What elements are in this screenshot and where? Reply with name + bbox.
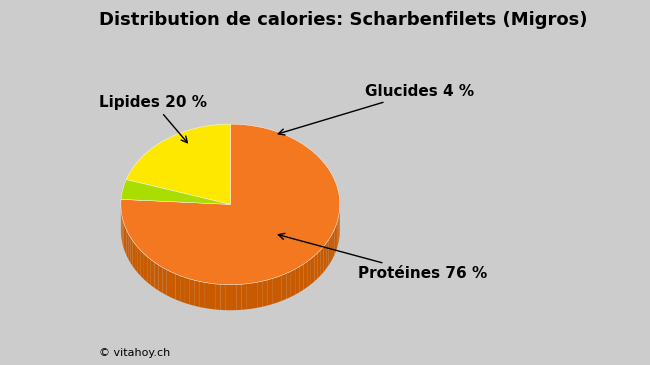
Polygon shape bbox=[151, 260, 155, 288]
Polygon shape bbox=[337, 218, 339, 247]
Polygon shape bbox=[324, 243, 326, 272]
Polygon shape bbox=[326, 240, 329, 269]
Text: Glucides 4 %: Glucides 4 % bbox=[278, 84, 474, 135]
Polygon shape bbox=[127, 230, 128, 259]
Polygon shape bbox=[159, 265, 162, 293]
Text: Protéines 76 %: Protéines 76 % bbox=[278, 233, 488, 281]
Polygon shape bbox=[133, 241, 135, 270]
Polygon shape bbox=[315, 253, 318, 281]
Polygon shape bbox=[171, 272, 176, 299]
Polygon shape bbox=[215, 284, 220, 310]
Polygon shape bbox=[128, 234, 131, 263]
Polygon shape bbox=[287, 271, 291, 299]
Polygon shape bbox=[247, 283, 252, 309]
Polygon shape bbox=[121, 124, 340, 285]
Polygon shape bbox=[185, 277, 190, 304]
Text: Distribution de calories: Scharbenfilets (Migros): Distribution de calories: Scharbenfilets… bbox=[99, 11, 588, 29]
Polygon shape bbox=[121, 180, 230, 204]
Polygon shape bbox=[304, 262, 307, 290]
Polygon shape bbox=[300, 264, 304, 292]
Polygon shape bbox=[176, 274, 180, 301]
Polygon shape bbox=[335, 225, 336, 254]
Polygon shape bbox=[311, 256, 315, 284]
Polygon shape bbox=[262, 280, 267, 307]
Polygon shape bbox=[124, 222, 125, 252]
Polygon shape bbox=[307, 259, 311, 287]
Text: Lipides 20 %: Lipides 20 % bbox=[99, 95, 207, 143]
Polygon shape bbox=[318, 250, 320, 278]
Polygon shape bbox=[257, 281, 262, 308]
Polygon shape bbox=[144, 254, 147, 282]
Polygon shape bbox=[329, 236, 331, 265]
Polygon shape bbox=[147, 257, 151, 285]
Polygon shape bbox=[242, 284, 247, 310]
Polygon shape bbox=[125, 226, 127, 256]
Polygon shape bbox=[237, 284, 242, 310]
Polygon shape bbox=[135, 244, 138, 273]
Polygon shape bbox=[141, 250, 144, 279]
Polygon shape bbox=[210, 283, 215, 310]
Text: © vitahoy.ch: © vitahoy.ch bbox=[99, 348, 170, 358]
Polygon shape bbox=[336, 222, 337, 251]
Polygon shape bbox=[155, 262, 159, 291]
Polygon shape bbox=[277, 275, 281, 303]
Polygon shape bbox=[138, 247, 141, 276]
Polygon shape bbox=[205, 283, 210, 309]
Polygon shape bbox=[231, 285, 237, 310]
Polygon shape bbox=[195, 280, 200, 307]
Polygon shape bbox=[320, 246, 324, 275]
Polygon shape bbox=[166, 270, 171, 297]
Polygon shape bbox=[267, 278, 272, 306]
Polygon shape bbox=[220, 284, 226, 310]
Polygon shape bbox=[180, 276, 185, 303]
Polygon shape bbox=[333, 229, 335, 258]
Polygon shape bbox=[190, 279, 195, 306]
Polygon shape bbox=[123, 219, 124, 248]
Polygon shape bbox=[272, 277, 277, 304]
Polygon shape bbox=[291, 269, 295, 297]
Polygon shape bbox=[226, 285, 231, 310]
Polygon shape bbox=[281, 273, 287, 301]
Polygon shape bbox=[126, 124, 230, 204]
Polygon shape bbox=[252, 282, 257, 309]
Polygon shape bbox=[131, 237, 133, 266]
Polygon shape bbox=[200, 281, 205, 308]
Polygon shape bbox=[162, 268, 166, 295]
Polygon shape bbox=[122, 215, 123, 244]
Polygon shape bbox=[331, 233, 333, 262]
Polygon shape bbox=[295, 267, 300, 295]
